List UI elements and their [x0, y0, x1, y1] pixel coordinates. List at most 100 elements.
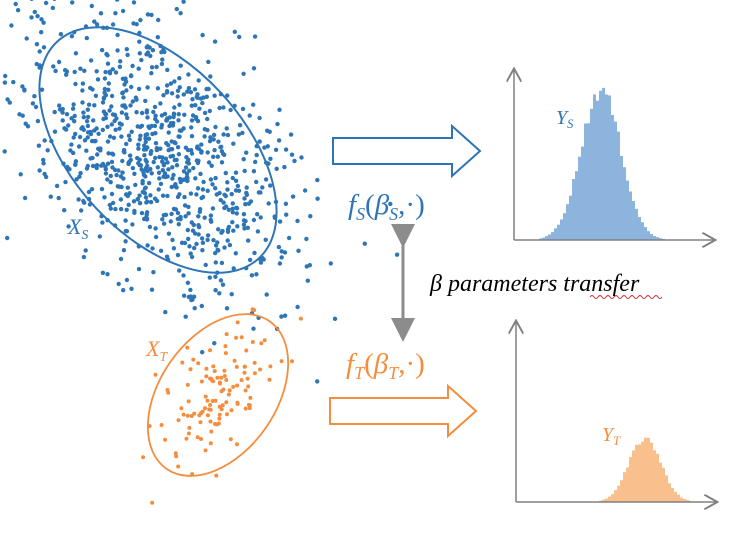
histogram-bar — [602, 499, 605, 502]
scatter-point — [241, 222, 247, 227]
scatter-point — [30, 101, 36, 106]
histogram-bar — [623, 167, 626, 240]
scatter-point — [223, 344, 228, 349]
scatter-point — [247, 403, 252, 408]
scatter-point — [118, 256, 124, 262]
scatter-point — [149, 149, 154, 154]
histogram-bar — [644, 437, 647, 502]
scatter-point — [233, 170, 239, 175]
histogram-bar — [575, 171, 578, 240]
scatter-point — [230, 175, 235, 181]
scatter-point — [129, 129, 134, 134]
scatter-point — [107, 202, 113, 208]
scatter-point — [230, 220, 235, 225]
scatter-point — [185, 89, 190, 94]
scatter-point — [145, 163, 150, 169]
scatter-point — [175, 252, 181, 258]
histogram-bar — [656, 237, 659, 240]
source-y-label: YS — [556, 107, 574, 132]
scatter-point — [154, 198, 160, 204]
histogram-bar — [650, 442, 653, 502]
scatter-point — [279, 249, 284, 254]
scatter-point — [242, 226, 247, 231]
scatter-point — [81, 127, 87, 132]
scatter-point — [193, 116, 199, 122]
scatter-point — [139, 123, 145, 128]
scatter-point — [18, 172, 23, 177]
scatter-point — [152, 123, 158, 129]
scatter-point — [41, 161, 46, 166]
scatter-point — [43, 0, 49, 6]
scatter-point — [109, 93, 115, 99]
scatter-point — [244, 348, 249, 353]
scatter-point — [304, 236, 309, 242]
scatter-point — [394, 252, 400, 257]
scatter-point — [243, 388, 248, 393]
scatter-point — [200, 240, 206, 245]
scatter-point — [292, 158, 297, 164]
scatter-point — [223, 170, 228, 176]
scatter-point — [218, 197, 223, 203]
histogram-bar — [677, 494, 680, 502]
scatter-point — [231, 141, 236, 146]
scatter-point — [33, 104, 39, 110]
scatter-point — [137, 201, 143, 206]
scatter-point — [274, 166, 279, 171]
scatter-point — [191, 165, 196, 171]
scatter-point — [181, 273, 186, 278]
scatter-point — [251, 169, 257, 174]
scatter-point — [149, 71, 154, 76]
scatter-point — [62, 126, 67, 131]
scatter-point — [298, 316, 303, 321]
scatter-point — [100, 220, 105, 225]
scatter-point — [228, 437, 233, 442]
scatter-point — [137, 193, 142, 198]
scatter-point — [192, 245, 197, 251]
scatter-point — [118, 59, 123, 64]
scatter-point — [247, 257, 253, 263]
scatter-point — [195, 144, 200, 149]
scatter-point — [208, 376, 213, 381]
scatter-point — [121, 288, 126, 293]
scatter-point — [160, 168, 165, 173]
scatter-point — [159, 113, 165, 118]
scatter-point — [76, 144, 82, 149]
scatter-point — [110, 165, 115, 170]
scatter-point — [186, 72, 191, 77]
scatter-point — [208, 135, 213, 140]
scatter-point — [255, 212, 260, 217]
scatter-point — [161, 163, 167, 168]
histogram-bar — [584, 123, 587, 240]
scatter-point — [71, 150, 76, 156]
scatter-point — [277, 107, 282, 113]
histogram-bar — [593, 94, 596, 241]
scatter-point — [203, 448, 208, 453]
scatter-point — [235, 442, 239, 447]
histogram-bar — [548, 234, 551, 240]
scatter-point — [105, 161, 111, 166]
scatter-point — [176, 464, 181, 469]
scatter-point — [265, 144, 270, 149]
scatter-point — [82, 138, 88, 143]
scatter-point — [125, 185, 130, 190]
histogram-bar — [590, 108, 593, 240]
scatter-point — [84, 119, 90, 124]
scatter-point — [41, 20, 46, 25]
histogram-bar — [662, 467, 665, 502]
scatter-point — [120, 8, 126, 14]
scatter-point — [201, 179, 206, 185]
scatter-point — [177, 85, 182, 90]
scatter-point — [213, 398, 218, 403]
scatter-point — [219, 160, 225, 165]
scatter-point — [77, 174, 82, 179]
scatter-point — [228, 107, 233, 113]
spellcheck-underline — [589, 295, 663, 299]
scatter-point — [29, 0, 34, 1]
scatter-point — [173, 451, 178, 456]
scatter-point — [191, 294, 197, 299]
scatter-point — [164, 254, 170, 259]
scatter-point — [193, 176, 198, 181]
scatter-point — [229, 408, 234, 413]
scatter-point — [168, 81, 174, 86]
scatter-point — [157, 176, 162, 181]
